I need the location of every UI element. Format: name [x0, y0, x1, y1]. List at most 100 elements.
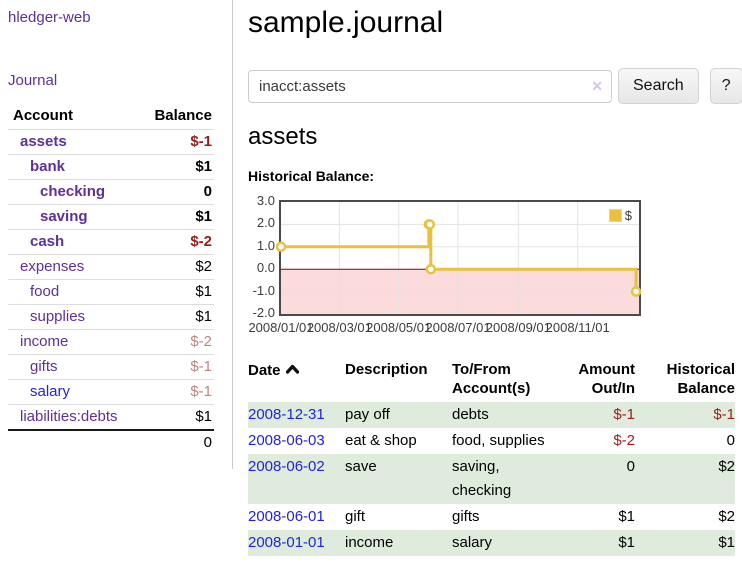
account-row: salary $-1 — [8, 379, 214, 405]
search-input[interactable] — [248, 69, 612, 103]
register-col-balance-line2: Balance — [677, 380, 735, 397]
transaction-date-link[interactable]: 2008-06-02 — [248, 458, 325, 475]
accounts-total-row: 0 — [8, 429, 214, 455]
data-point-marker — [630, 286, 642, 297]
transaction-amount: $-2 — [613, 432, 635, 449]
account-cell: income — [8, 329, 138, 355]
sort-ascending-icon — [285, 360, 299, 379]
register-row: 2008-06-03 eat & shop food, supplies $-2 0 — [248, 428, 735, 454]
transaction-date-cell: 2008-06-02 — [248, 454, 345, 504]
register-col-accounts-line2: Account(s) — [452, 380, 531, 397]
register-col-date[interactable]: Date — [248, 358, 345, 402]
account-balance: $1 — [137, 204, 214, 230]
account-cell: salary — [8, 379, 138, 405]
account-balance: $-1 — [137, 354, 214, 380]
account-cell: checking — [8, 179, 138, 205]
transaction-date-link[interactable]: 2008-06-01 — [248, 508, 325, 525]
account-link[interactable]: assets — [20, 133, 67, 150]
search-button[interactable]: Search — [618, 68, 699, 104]
help-button[interactable]: ? — [709, 68, 742, 104]
account-cell: cash — [8, 229, 138, 255]
register-col-date-label: Date — [248, 362, 281, 379]
plot-area: $ — [275, 200, 642, 316]
account-link[interactable]: gifts — [30, 358, 58, 375]
x-axis-tick-label: 2008/01/01 — [248, 320, 314, 335]
page-title: sample.journal — [248, 6, 444, 39]
transaction-date-cell: 2008-06-03 — [248, 428, 345, 454]
transaction-date-link[interactable]: 2008-01-01 — [248, 534, 325, 551]
account-link[interactable]: income — [20, 333, 69, 350]
account-cell: liabilities:debts — [8, 404, 138, 430]
register-row: 2008-01-01 income salary $1 $1 — [248, 530, 735, 556]
brand-link[interactable]: hledger-web — [8, 9, 91, 26]
account-link[interactable]: saving — [40, 208, 88, 225]
data-point-marker — [424, 219, 436, 230]
accounts-col-account: Account — [13, 107, 73, 124]
transaction-balance: 0 — [726, 432, 735, 449]
account-row: checking 0 — [8, 179, 214, 205]
accounts-table: Account Balance assets $-1 bank $1 checking 0… — [8, 104, 214, 455]
account-link[interactable]: expenses — [20, 258, 85, 275]
account-link[interactable]: liabilities:debts — [20, 408, 118, 425]
accounts-total-spacer — [8, 429, 138, 455]
x-axis-tick-label: 2008/05/01 — [366, 320, 432, 335]
transaction-amount: $1 — [618, 508, 635, 525]
transaction-amount: $-1 — [613, 406, 635, 423]
account-cell: bank — [8, 154, 138, 180]
y-axis-tick-label: -2.0 — [252, 305, 275, 320]
account-row: food $1 — [8, 279, 214, 305]
account-row: bank $1 — [8, 154, 214, 180]
transaction-description: gift — [345, 508, 366, 525]
account-link[interactable]: supplies — [30, 308, 86, 325]
register-row: 2008-06-02 save saving, checking 0 $2 — [248, 454, 735, 504]
account-cell: gifts — [8, 354, 138, 380]
data-point-marker — [275, 241, 287, 253]
account-balance: 0 — [137, 179, 214, 205]
account-row: gifts $-1 — [8, 354, 214, 380]
x-axis-tick-label: 2008/09/01 — [485, 320, 551, 335]
transaction-date-link[interactable]: 2008-12-31 — [248, 406, 325, 423]
register-col-amount: Amount Out/In — [571, 358, 635, 402]
transaction-date-cell: 2008-01-01 — [248, 530, 345, 556]
x-axis-tick-label: 2008/11/01 — [545, 320, 610, 335]
account-cell: expenses — [8, 254, 138, 280]
transaction-amount: $1 — [618, 534, 635, 551]
transaction-date-link[interactable]: 2008-06-03 — [248, 432, 325, 449]
register-col-balance-line1: Historical — [666, 361, 735, 378]
register-col-balance: Historical Balance — [635, 358, 735, 402]
account-link[interactable]: cash — [30, 233, 65, 250]
account-row: cash $-2 — [8, 229, 214, 255]
transaction-accounts: salary — [452, 534, 493, 551]
chart-legend: $ — [606, 207, 634, 224]
y-axis-tick-label: -1.0 — [252, 282, 275, 298]
search-box: ✕ — [248, 69, 612, 103]
account-balance: $1 — [137, 404, 214, 430]
app: hledger-web Journal Account Balance asse… — [8, 0, 742, 556]
transaction-accounts: debts — [452, 406, 489, 423]
account-balance: $-2 — [137, 329, 214, 355]
data-point-marker — [425, 263, 437, 275]
clear-search-icon[interactable]: ✕ — [591, 77, 603, 94]
transaction-balance: $2 — [718, 458, 735, 475]
main-content: sample.journal ✕ Search ? assets Histori… — [248, 0, 742, 556]
chart-canvas — [275, 202, 642, 314]
account-balance: $1 — [137, 154, 214, 180]
register-header-row: Date Description To/From Account(s) Amou… — [248, 358, 735, 402]
register-table: Date Description To/From Account(s) Amou… — [248, 358, 735, 556]
account-link[interactable]: checking — [40, 183, 106, 200]
account-balance: $-2 — [137, 229, 214, 255]
account-balance: $-1 — [137, 129, 214, 155]
register-row: 2008-06-01 gift gifts $1 $2 — [248, 504, 735, 530]
account-link[interactable]: salary — [30, 383, 71, 400]
account-cell: saving — [8, 204, 138, 230]
transaction-accounts: gifts — [452, 508, 480, 525]
legend-label: $ — [624, 208, 632, 223]
register-col-accounts: To/From Account(s) — [452, 358, 571, 402]
transaction-balance: $2 — [718, 508, 735, 525]
y-axis-tick-label: 1.0 — [256, 237, 275, 253]
search-form: ✕ Search ? — [248, 68, 742, 104]
register-row: 2008-12-31 pay off debts $-1 $-1 — [248, 402, 735, 428]
sidebar-item-journal[interactable]: Journal — [8, 72, 58, 89]
account-link[interactable]: bank — [30, 158, 66, 175]
account-link[interactable]: food — [30, 283, 60, 300]
